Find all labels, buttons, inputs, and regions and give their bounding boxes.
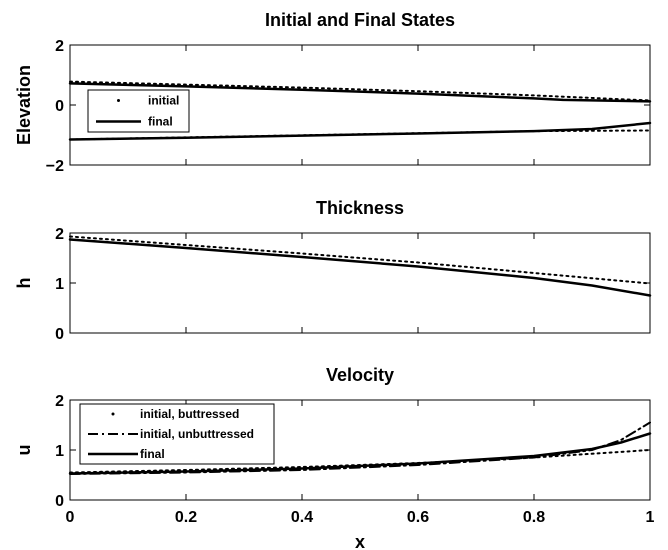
y-tick-label: −2 <box>46 158 64 175</box>
y-tick-label: 0 <box>55 326 64 343</box>
panel-velocity: Velocity u 2 1 00 0.2 0.4 0.6 0.8 1 x initial, butt… <box>14 365 655 550</box>
series-line-final <box>68 82 652 103</box>
y-tick-label: 0 <box>55 98 64 115</box>
series-line-solid-3 <box>68 121 652 141</box>
y-axis-label: h <box>14 278 34 289</box>
legend-label: final <box>148 115 173 129</box>
y-tick-label: 1 <box>55 276 64 293</box>
y-tick-label: 2 <box>55 226 64 243</box>
panel-title: Velocity <box>326 365 394 385</box>
x-tick-label: 0 <box>66 509 75 526</box>
x-tick-label: 0.4 <box>291 509 313 526</box>
legend-label: final <box>140 447 165 461</box>
legend-label: initial, unbuttressed <box>140 427 254 441</box>
x-tick-label: 1 <box>646 509 655 526</box>
series-line-solid-1 <box>68 238 652 297</box>
y-axis-label: u <box>14 445 34 456</box>
series-line-final <box>68 432 652 475</box>
panel-thickness: Thickness h 2 1 0 <box>14 198 652 343</box>
panel-title: Initial and Final States <box>265 10 455 30</box>
y-tick-label: 2 <box>55 393 64 410</box>
legend-label: initial, buttressed <box>140 407 239 421</box>
x-tick-label: 0.6 <box>407 509 429 526</box>
panel-initial-and-final-states: Initial and Final States Elevation 2 0 −2 ini… <box>14 10 652 175</box>
series-line-initial <box>69 80 651 102</box>
legend: initial final <box>87 89 190 133</box>
x-tick-label: 0.8 <box>523 509 545 526</box>
x-axis-label: x <box>355 532 365 550</box>
legend-box <box>87 89 190 133</box>
y-tick-label: 0 <box>55 493 64 510</box>
legend: initial, buttressed initial, unbuttressed… <box>79 403 275 465</box>
y-tick-label: 1 <box>55 443 64 460</box>
series-line-dotted-0 <box>69 235 651 285</box>
legend-label: initial <box>148 94 179 108</box>
y-axis-label: Elevation <box>14 65 34 145</box>
x-tick-label: 0.2 <box>175 509 197 526</box>
panel-title: Thickness <box>316 198 404 218</box>
y-tick-label: 2 <box>55 38 64 55</box>
legend-swatch <box>117 99 120 102</box>
legend-swatch <box>111 412 115 416</box>
